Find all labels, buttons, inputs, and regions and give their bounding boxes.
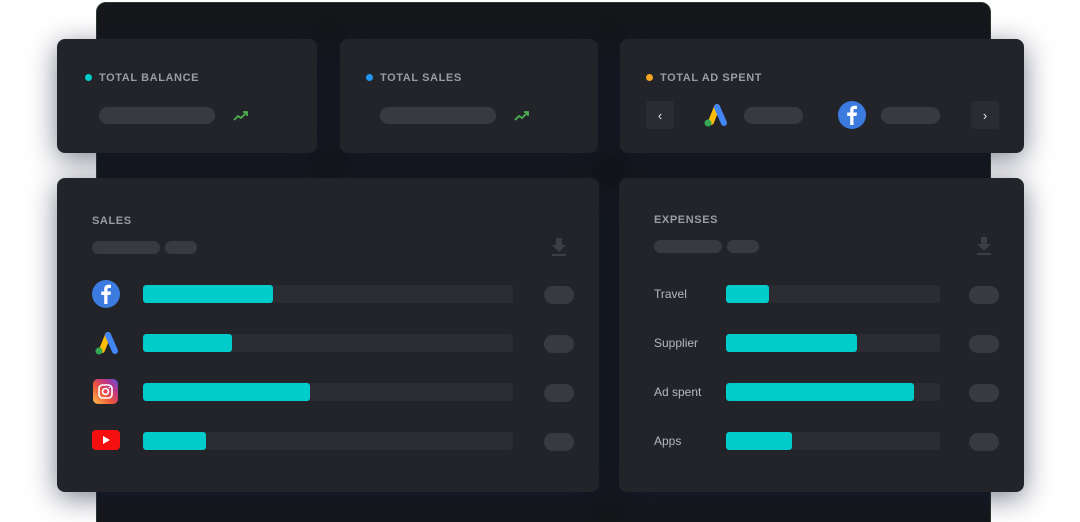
total-ad-spent-card: TOTAL AD SPENT ‹ ›	[620, 39, 1024, 153]
facebook-icon	[838, 101, 866, 129]
sales-value-youtube	[544, 433, 574, 451]
sales-bar-facebook	[143, 285, 513, 303]
sales-bar-instagram	[143, 383, 513, 401]
expense-bar-ad-spent	[726, 383, 940, 401]
facebook-icon	[92, 280, 120, 308]
trending-up-icon	[233, 111, 248, 121]
bar-fill	[143, 334, 232, 352]
sales-card: SALES	[57, 178, 599, 492]
sales-value-instagram	[544, 384, 574, 402]
sales-subtitle-placeholder-2	[165, 241, 197, 254]
download-icon[interactable]	[976, 236, 992, 256]
sales-value-placeholder	[380, 107, 496, 124]
ad-spent-dot	[646, 74, 653, 81]
carousel-next-button[interactable]: ›	[971, 101, 999, 129]
total-sales-card: TOTAL SALES	[340, 39, 598, 153]
bar-fill	[726, 334, 857, 352]
sales-subtitle-placeholder	[92, 241, 160, 254]
expense-label-apps: Apps	[654, 434, 682, 448]
total-ad-spent-label: TOTAL AD SPENT	[660, 72, 763, 84]
expenses-subtitle-placeholder-2	[727, 240, 759, 253]
expense-bar-travel	[726, 285, 940, 303]
total-balance-label: TOTAL BALANCE	[99, 72, 200, 84]
carousel-prev-button[interactable]: ‹	[646, 101, 674, 129]
bar-fill	[143, 383, 310, 401]
youtube-icon	[92, 430, 120, 450]
sales-bar-youtube	[143, 432, 513, 450]
google-ads-icon	[704, 104, 727, 127]
bar-fill	[726, 432, 793, 450]
total-balance-card: TOTAL BALANCE	[57, 39, 317, 153]
google-ads-value-placeholder	[744, 107, 803, 124]
total-sales-label: TOTAL SALES	[380, 72, 462, 84]
expense-value-ad-spent	[969, 384, 999, 402]
instagram-icon	[93, 379, 118, 404]
sales-title: SALES	[92, 215, 132, 227]
balance-dot	[85, 74, 92, 81]
download-icon[interactable]	[551, 237, 567, 257]
bar-fill	[726, 383, 915, 401]
balance-value-placeholder	[99, 107, 215, 124]
expense-label-ad-spent: Ad spent	[654, 385, 702, 399]
bar-fill	[726, 285, 769, 303]
bar-fill	[143, 432, 206, 450]
trending-up-icon	[514, 111, 529, 121]
expense-label-travel: Travel	[654, 287, 687, 301]
expense-bar-supplier	[726, 334, 940, 352]
expense-bar-apps	[726, 432, 940, 450]
facebook-value-placeholder	[881, 107, 940, 124]
sales-dot	[366, 74, 373, 81]
chevron-right-icon: ›	[982, 107, 988, 123]
sales-value-google-ads	[544, 335, 574, 353]
expense-value-travel	[969, 286, 999, 304]
expense-value-apps	[969, 433, 999, 451]
expense-value-supplier	[969, 335, 999, 353]
bar-fill	[143, 285, 273, 303]
expenses-card: EXPENSES Travel Supplier Ad spent Apps	[619, 178, 1024, 492]
expenses-subtitle-placeholder	[654, 240, 722, 253]
sales-value-facebook	[544, 286, 574, 304]
chevron-left-icon: ‹	[657, 107, 663, 123]
expenses-title: EXPENSES	[654, 214, 719, 226]
google-ads-icon	[95, 332, 118, 355]
expense-label-supplier: Supplier	[654, 336, 699, 350]
sales-bar-google-ads	[143, 334, 513, 352]
